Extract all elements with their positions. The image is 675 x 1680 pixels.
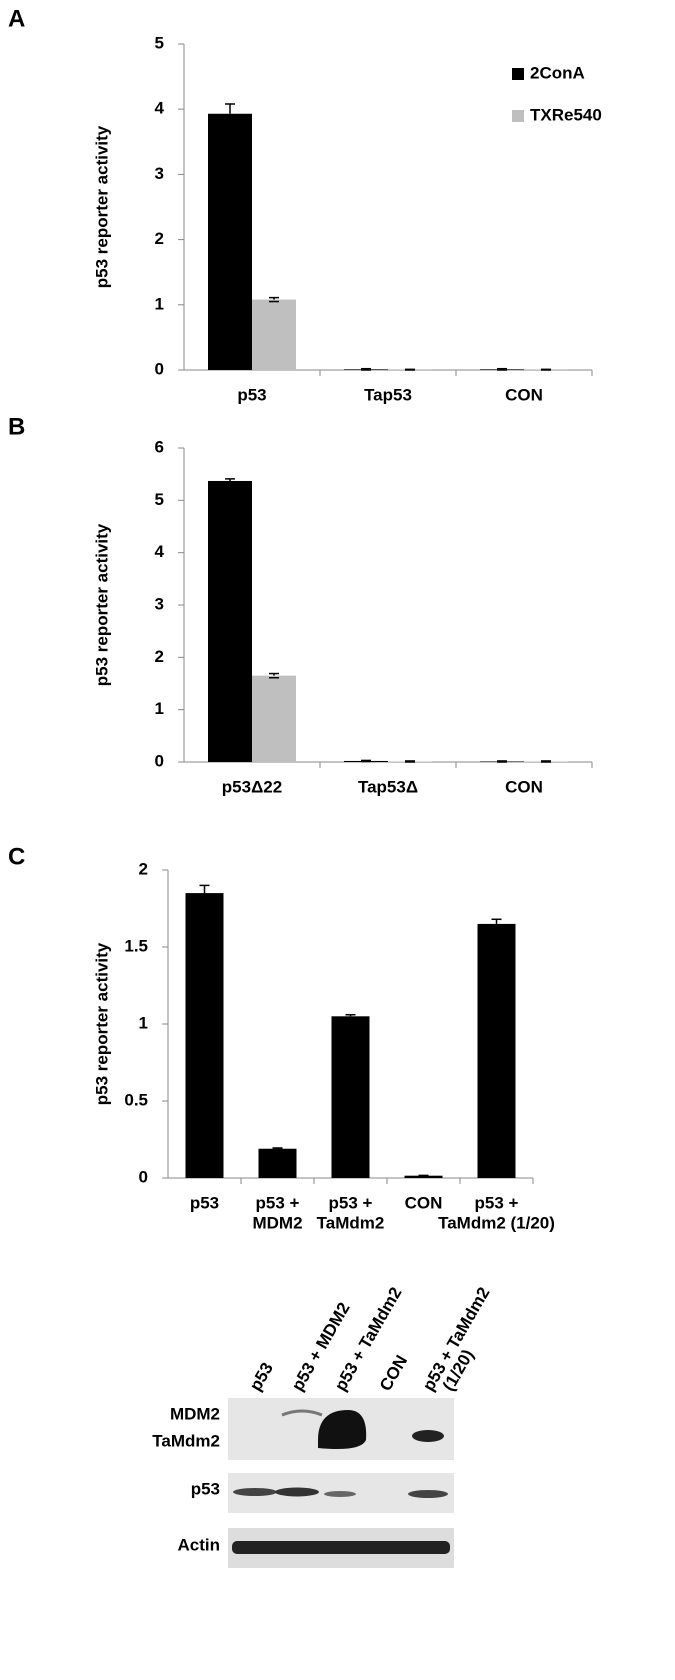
error-bar (361, 367, 371, 371)
y-tick-label: 0 (139, 1167, 148, 1186)
x-tick-label: CON (505, 777, 543, 796)
y-tick-label: 6 (155, 437, 164, 456)
western-blot (228, 1398, 454, 1568)
y-tick-label: 2 (139, 859, 148, 878)
x-tick-label: p53 + (256, 1193, 300, 1212)
x-tick-label: TaMdm2 (1/20) (438, 1213, 555, 1232)
band (408, 1490, 448, 1498)
bar (252, 675, 296, 762)
y-tick-label: 0 (155, 359, 164, 378)
y-tick-label: 4 (155, 542, 165, 561)
error-bar (405, 368, 415, 371)
band (281, 1409, 323, 1417)
y-tick-label: 2 (155, 229, 164, 248)
legend-label: TXRe540 (530, 105, 602, 124)
error-bar (418, 1174, 429, 1177)
error-bar (199, 884, 210, 902)
bar (208, 113, 252, 370)
y-tick-label: 1.5 (124, 936, 148, 955)
x-tick-label: p53 + (329, 1193, 373, 1212)
y-axis-title: p53 reporter activity (92, 125, 111, 288)
bar (331, 1016, 370, 1178)
bar (404, 1175, 443, 1178)
row-label: TaMdm2 (152, 1431, 220, 1450)
row-label: p53 (191, 1479, 220, 1498)
x-tick-label: p53 + (475, 1193, 519, 1212)
x-tick-label: MDM2 (252, 1213, 302, 1232)
y-tick-label: 1 (155, 294, 164, 313)
y-tick-label: 0.5 (124, 1090, 148, 1109)
row-label: Actin (178, 1535, 221, 1554)
x-tick-label: p53Δ22 (222, 777, 282, 796)
band (324, 1491, 356, 1497)
y-tick-label: 2 (155, 647, 164, 666)
y-tick-label: 1 (139, 1013, 148, 1032)
error-bar (405, 760, 415, 763)
panel-label: A (8, 5, 25, 32)
band (318, 1410, 367, 1449)
error-bar (272, 1147, 283, 1151)
y-axis-title: p53 reporter activity (92, 942, 111, 1105)
y-tick-label: 3 (155, 164, 164, 183)
panel-label: C (8, 843, 25, 870)
lane-label: p53 (246, 1359, 277, 1394)
bar (252, 299, 296, 370)
error-bar (497, 367, 507, 371)
x-tick-label: Tap53 (364, 385, 412, 404)
y-tick-label: 4 (155, 99, 165, 118)
bar (208, 480, 252, 762)
error-bar (541, 760, 551, 763)
x-tick-label: p53 (237, 385, 266, 404)
error-bar (491, 918, 502, 930)
lane-label: CON (376, 1352, 411, 1394)
error-bar (345, 1014, 356, 1019)
y-tick-label: 5 (155, 490, 164, 509)
row-label: MDM2 (170, 1404, 220, 1423)
legend-label: 2ConA (530, 63, 585, 82)
x-tick-label: CON (405, 1193, 443, 1212)
y-axis-title: p53 reporter activity (92, 523, 111, 686)
y-tick-label: 5 (155, 33, 164, 52)
error-bar (269, 296, 279, 303)
band (232, 1541, 450, 1554)
bar (258, 1148, 297, 1178)
x-tick-label: p53 (190, 1193, 219, 1212)
error-bar (361, 759, 371, 763)
y-tick-label: 3 (155, 594, 164, 613)
legend-swatch (512, 110, 524, 122)
legend-swatch (512, 68, 524, 80)
x-tick-label: Tap53Δ (358, 777, 418, 796)
y-tick-label: 0 (155, 751, 164, 770)
bar (185, 893, 224, 1178)
band (233, 1488, 277, 1496)
error-bar (225, 103, 235, 125)
panel-label: B (8, 413, 25, 440)
error-bar (497, 760, 507, 763)
x-tick-label: CON (505, 385, 543, 404)
error-bar (225, 478, 235, 484)
bar (477, 923, 516, 1178)
band (275, 1487, 319, 1497)
error-bar (269, 672, 279, 679)
x-tick-label: TaMdm2 (317, 1213, 385, 1232)
band (412, 1430, 444, 1442)
y-tick-label: 1 (155, 699, 164, 718)
error-bar (541, 368, 551, 371)
